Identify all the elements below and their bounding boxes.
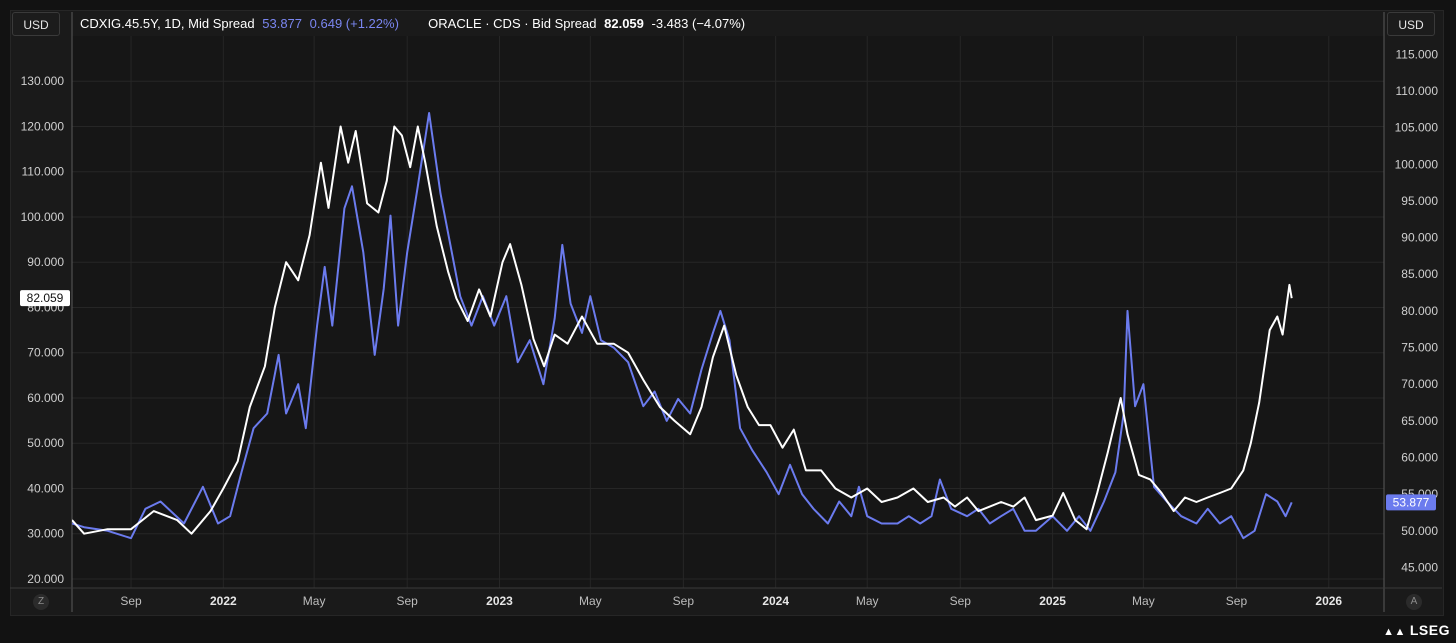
right-tick-label: 110.000 [1396,84,1439,98]
series2-legend-change: -3.483 (−4.07%) [651,16,746,31]
x-tick-label: 2022 [210,594,237,608]
x-tick-label: May [303,594,326,608]
zoom-reset-button[interactable]: Z [33,594,49,610]
left-currency-selector[interactable]: USD [12,12,60,36]
right-tick-label: 80.000 [1401,304,1438,318]
plot-area [72,36,1384,588]
left-tick-label: 20.000 [27,572,64,586]
right-tick-label: 115.000 [1396,47,1439,61]
left-tick-label: 100.000 [21,210,65,224]
x-tick-label: 2023 [486,594,513,608]
left-tick-label: 110.000 [22,165,65,179]
x-tick-label: Sep [1226,594,1248,608]
right-tick-label: 75.000 [1401,341,1438,355]
left-tick-label: 120.000 [21,119,65,133]
series2-legend-value: 82.059 [604,16,644,31]
auto-scale-button[interactable]: A [1406,594,1422,610]
right-tick-label: 70.000 [1401,377,1438,391]
x-tick-label: Sep [950,594,972,608]
right-tick-label: 100.000 [1395,157,1439,171]
right-tick-label: 65.000 [1401,414,1438,428]
lseg-logo-icon: ▲▲ [1383,626,1406,638]
x-tick-label: Sep [397,594,419,608]
chart-legend: CDXIG.45.5Y, 1D, Mid Spread 53.877 0.649… [80,16,749,31]
x-tick-label: 2024 [762,594,789,608]
oracle-last-value-label: 82.059 [27,291,64,305]
x-tick-label: 2025 [1039,594,1066,608]
right-tick-label: 85.000 [1401,267,1438,281]
x-tick-label: 2026 [1315,594,1342,608]
x-tick-label: May [579,594,602,608]
right-tick-label: 60.000 [1401,451,1438,465]
left-tick-label: 40.000 [27,481,64,495]
right-tick-label: 45.000 [1401,560,1438,574]
left-tick-label: 130.000 [21,74,65,88]
left-tick-label: 90.000 [27,255,64,269]
left-tick-label: 60.000 [27,391,64,405]
right-tick-label: 95.000 [1401,194,1438,208]
x-tick-label: Sep [120,594,142,608]
x-tick-label: Sep [673,594,695,608]
oracle-cds-line [72,125,1293,535]
cdxig-last-value-label: 53.877 [1393,495,1430,509]
oracle-last-value-badge [20,290,70,307]
cdxig-last-value-badge [1386,494,1436,511]
x-tick-label: May [1132,594,1155,608]
x-tick-label: May [856,594,879,608]
left-tick-label: 30.000 [27,527,64,541]
cdxig-line [72,112,1293,540]
series2-legend-name: ORACLE · CDS · Bid Spread [428,16,597,31]
right-tick-label: 90.000 [1401,231,1438,245]
lseg-text: LSEG [1409,622,1450,638]
right-currency-selector[interactable]: USD [1387,12,1435,36]
lseg-watermark: ▲▲ LSEG [1383,622,1450,638]
left-tick-label: 50.000 [27,436,64,450]
left-tick-label: 70.000 [27,346,64,360]
series1-legend-value: 53.877 [262,16,303,31]
right-tick-label: 50.000 [1401,524,1438,538]
series1-legend-change: 0.649 (+1.22%) [309,16,399,31]
series1-legend-name: CDXIG.45.5Y, 1D, Mid Spread [80,16,255,31]
right-tick-label: 105.000 [1395,121,1439,135]
